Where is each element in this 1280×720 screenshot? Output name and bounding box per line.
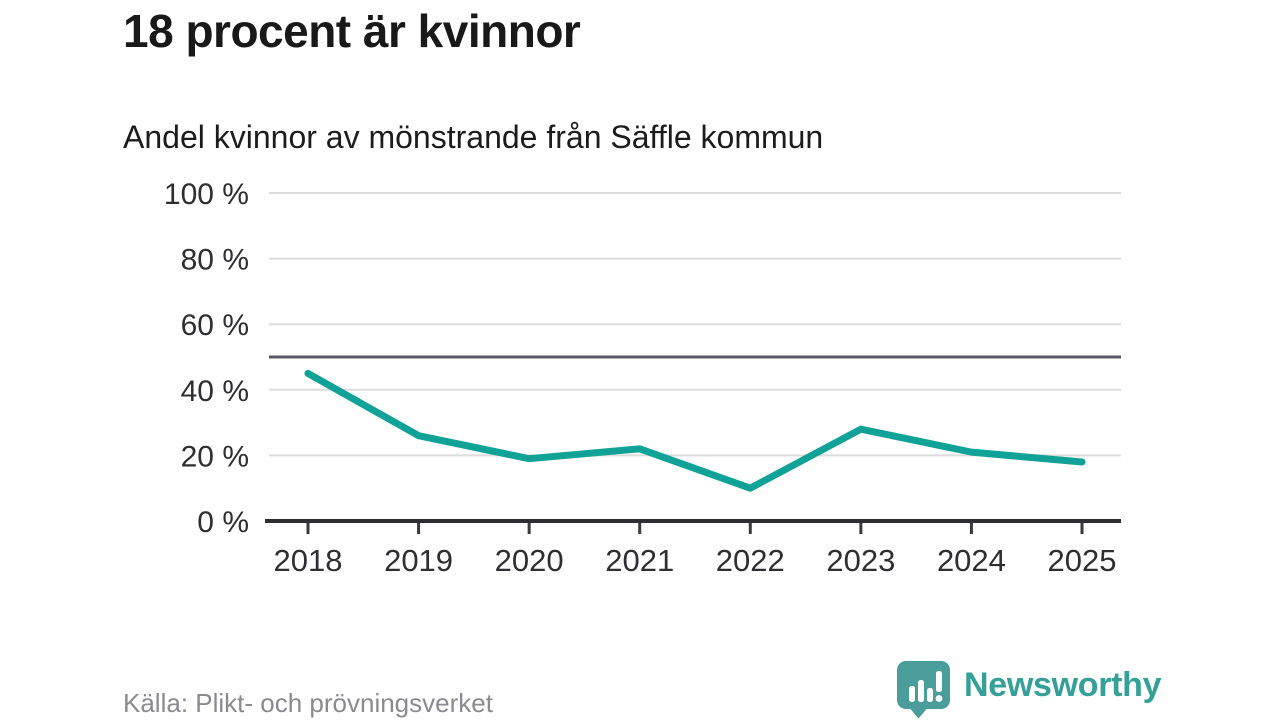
y-tick-label: 20 % — [181, 440, 249, 473]
brand-wordmark: Newsworthy — [964, 666, 1162, 704]
y-tick-label: 40 % — [181, 375, 249, 408]
logo-exclamation-bar — [936, 671, 942, 692]
y-tick-label: 100 % — [164, 178, 249, 211]
logo-bar-1 — [909, 686, 915, 702]
source-note: Källa: Plikt- och prövningsverket — [123, 688, 493, 718]
logo-exclamation-dot — [935, 695, 943, 702]
y-tick-label: 0 % — [197, 506, 249, 539]
bar-chart-speech-bubble-icon — [897, 661, 950, 719]
x-tick-label: 2018 — [274, 543, 343, 578]
x-tick-label: 2025 — [1048, 543, 1117, 578]
x-tick-label: 2019 — [384, 543, 453, 578]
x-tick-label: 2020 — [495, 543, 564, 578]
newsworthy-logo: Newsworthy — [896, 660, 1162, 719]
data-line — [304, 369, 1086, 492]
logo-bar-2 — [918, 680, 924, 702]
x-tick-label: 2024 — [937, 543, 1006, 578]
y-tick-label: 60 % — [181, 309, 249, 342]
chart-subtitle: Andel kvinnor av mönstrande från Säffle … — [123, 119, 824, 155]
x-tick-label: 2023 — [826, 543, 895, 578]
y-tick-label: 80 % — [181, 244, 249, 277]
page-title: 18 procent är kvinnor — [123, 5, 581, 57]
line-chart: 0 % 20 % 40 % 60 % 80 % 100 % 2018 2019 2020 2021… — [164, 178, 1121, 578]
logo-bar-3 — [927, 688, 933, 702]
x-tick-label: 2022 — [716, 543, 785, 578]
x-tick-label: 2021 — [605, 543, 674, 578]
